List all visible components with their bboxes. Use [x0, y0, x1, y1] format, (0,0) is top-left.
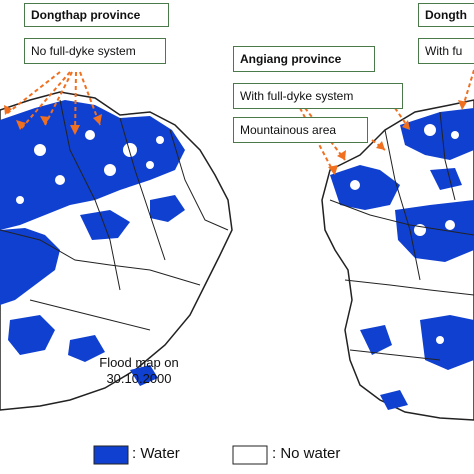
left-water-patch-4: [68, 335, 105, 362]
right-water-patch-2: [430, 168, 462, 190]
legend-no-water-label: : No water: [272, 445, 341, 462]
right-water-patch-3: [380, 390, 408, 410]
left-water-west: [0, 228, 60, 305]
legend-water-label: : Water: [132, 445, 180, 462]
left-province-label: Dongthap province: [24, 3, 169, 27]
right-water-center: [395, 200, 474, 262]
left-water-north: [0, 100, 185, 230]
right-arrowheads: [328, 100, 467, 175]
left-water-patch-2: [8, 315, 55, 355]
right-water-patch-1: [360, 325, 392, 355]
right-water-north: [400, 108, 474, 160]
left-arrowheads: [4, 105, 102, 135]
right-area-label: Mountainous area: [233, 117, 368, 143]
left-map-caption: Flood map on 30.10.2000: [84, 355, 194, 387]
right-delta-map: [321, 99, 474, 421]
right-province-label-angiang: Angiang province: [233, 46, 375, 72]
left-province-boundaries: [0, 99, 229, 331]
legend-water-swatch: [93, 445, 129, 465]
right-water-northwest: [330, 165, 400, 210]
caption-line-1: Flood map on: [99, 355, 179, 370]
left-water-patch-3: [150, 195, 185, 222]
left-delta-map: [0, 91, 233, 411]
left-arrows: [4, 71, 101, 136]
left-water-patch-1: [80, 210, 130, 240]
legend-no-water-swatch: [232, 445, 268, 465]
right-system-label: With full-dyke system: [233, 83, 403, 109]
right-system-label-partial: With fu: [418, 38, 474, 64]
left-system-label: No full-dyke system: [24, 38, 166, 64]
left-water-patch-5: [130, 365, 158, 386]
left-dry-speckles: [16, 130, 164, 204]
caption-line-2: 30.10.2000: [106, 371, 172, 386]
right-province-boundaries: [329, 111, 474, 361]
right-water-south: [420, 315, 474, 370]
right-province-label-dongthap: Dongth: [418, 3, 474, 27]
